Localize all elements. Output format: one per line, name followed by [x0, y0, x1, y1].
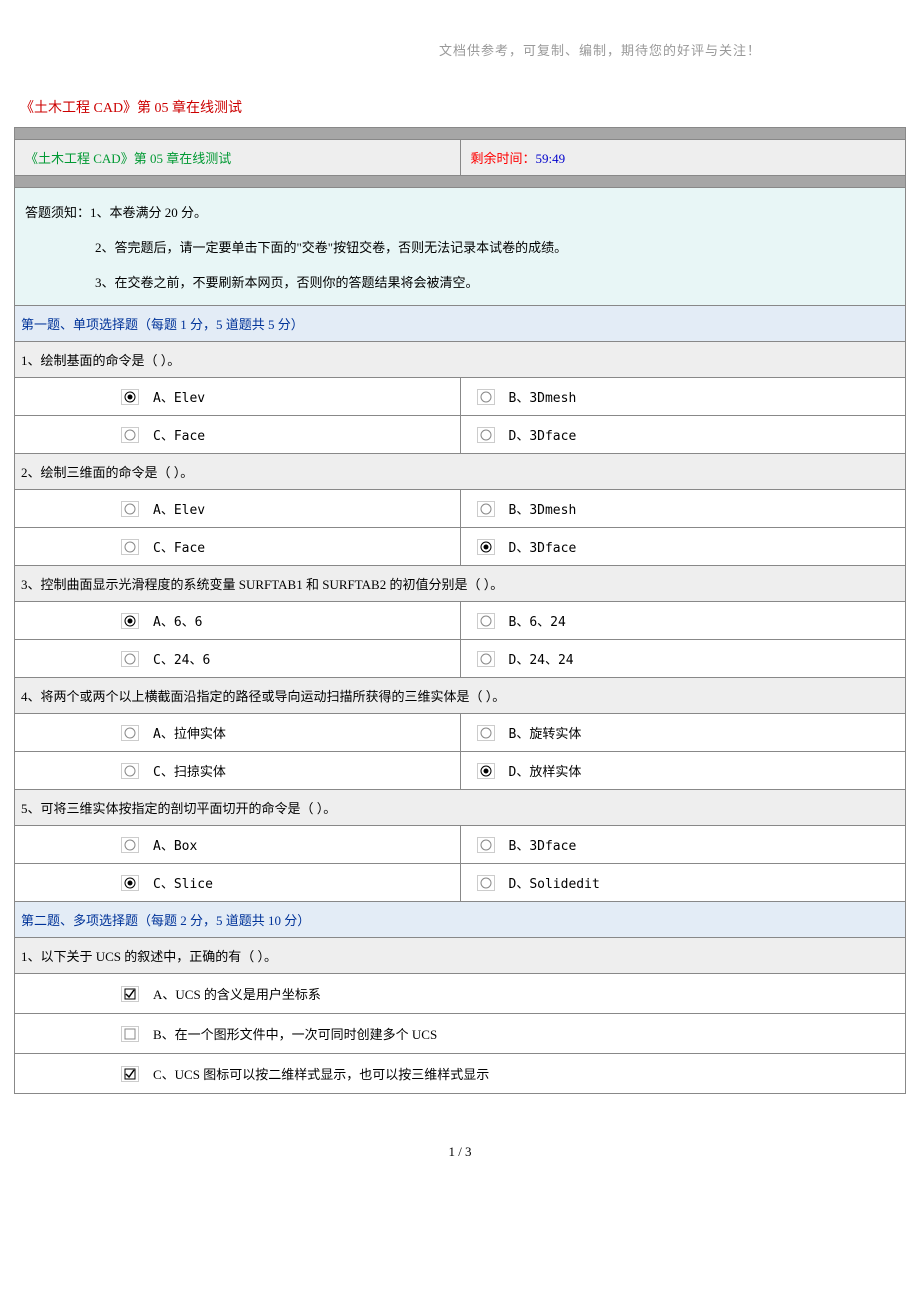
- section-1-header: 第一题、单项选择题（每题 1 分，5 道题共 5 分）: [15, 306, 906, 342]
- q3-option-c: C、24、6: [153, 649, 210, 668]
- q1-option-c: C、Face: [153, 425, 205, 444]
- radio-icon[interactable]: [121, 427, 139, 443]
- q5-option-a: A、Box: [153, 835, 197, 854]
- question-4-text: 4、将两个或两个以上横截面沿指定的路径或导向运动扫描所获得的三维实体是（ ）。: [15, 678, 906, 714]
- checkbox-checked-icon[interactable]: [121, 986, 139, 1002]
- quiz-table: 《土木工程 CAD》第 05 章在线测试 剩余时间：59:49 答题须知：1、本…: [14, 127, 906, 1094]
- radio-icon[interactable]: [121, 651, 139, 667]
- radio-icon[interactable]: [477, 875, 495, 891]
- q1-option-a: A、Elev: [153, 387, 205, 406]
- radio-icon[interactable]: [477, 389, 495, 405]
- q3-option-b: B、6、24: [509, 611, 566, 630]
- checkbox-icon[interactable]: [121, 1026, 139, 1042]
- quiz-title: 《土木工程 CAD》第 05 章在线测试: [25, 151, 231, 166]
- radio-selected-icon[interactable]: [477, 763, 495, 779]
- question-1-text: 1、绘制基面的命令是（ ）。: [15, 342, 906, 378]
- radio-icon[interactable]: [121, 501, 139, 517]
- q2-option-d: D、3Dface: [509, 537, 577, 556]
- radio-selected-icon[interactable]: [477, 539, 495, 555]
- checkbox-checked-icon[interactable]: [121, 1066, 139, 1082]
- radio-icon[interactable]: [121, 539, 139, 555]
- q5-option-b: B、3Dface: [509, 835, 577, 854]
- q5-option-c: C、Slice: [153, 873, 213, 892]
- radio-selected-icon[interactable]: [121, 389, 139, 405]
- page-title: 《土木工程 CAD》第 05 章在线测试: [0, 89, 920, 127]
- time-value: 59:49: [536, 151, 566, 166]
- question-3-text: 3、控制曲面显示光滑程度的系统变量 SURFTAB1 和 SURFTAB2 的初…: [15, 566, 906, 602]
- radio-icon[interactable]: [121, 763, 139, 779]
- instruction-line-2: 2、答完题后，请一定要单击下面的"交卷"按钮交卷，否则无法记录本试卷的成绩。: [25, 237, 895, 256]
- radio-icon[interactable]: [477, 651, 495, 667]
- radio-selected-icon[interactable]: [121, 613, 139, 629]
- instructions: 答题须知：1、本卷满分 20 分。 2、答完题后，请一定要单击下面的"交卷"按钮…: [15, 188, 906, 306]
- q3-option-d: D、24、24: [509, 649, 574, 668]
- instruction-line-3: 3、在交卷之前，不要刷新本网页，否则你的答题结果将会被清空。: [25, 272, 895, 291]
- q4-option-b: B、旋转实体: [509, 723, 582, 742]
- q4-option-a: A、拉伸实体: [153, 723, 226, 742]
- radio-icon[interactable]: [121, 725, 139, 741]
- question-5-text: 5、可将三维实体按指定的剖切平面切开的命令是（ ）。: [15, 790, 906, 826]
- mq1-option-b: B、在一个图形文件中，一次可同时创建多个 UCS: [153, 1024, 437, 1043]
- q2-option-c: C、Face: [153, 537, 205, 556]
- q2-option-a: A、Elev: [153, 499, 205, 518]
- q4-option-d: D、放样实体: [509, 761, 582, 780]
- radio-icon[interactable]: [477, 837, 495, 853]
- q3-option-a: A、6、6: [153, 611, 202, 630]
- q2-option-b: B、3Dmesh: [509, 499, 577, 518]
- q5-option-d: D、Solidedit: [509, 873, 600, 892]
- mq1-option-a: A、UCS 的含义是用户坐标系: [153, 984, 321, 1003]
- mquestion-1-text: 1、以下关于 UCS 的叙述中，正确的有（ ）。: [15, 938, 906, 974]
- mq1-option-c: C、UCS 图标可以按二维样式显示，也可以按三维样式显示: [153, 1064, 489, 1083]
- radio-icon[interactable]: [121, 837, 139, 853]
- q1-option-d: D、3Dface: [509, 425, 577, 444]
- question-2-text: 2、绘制三维面的命令是（ ）。: [15, 454, 906, 490]
- radio-selected-icon[interactable]: [121, 875, 139, 891]
- radio-icon[interactable]: [477, 501, 495, 517]
- radio-icon[interactable]: [477, 427, 495, 443]
- q4-option-c: C、扫掠实体: [153, 761, 226, 780]
- q1-option-b: B、3Dmesh: [509, 387, 577, 406]
- instruction-line-1: 答题须知：1、本卷满分 20 分。: [25, 202, 895, 221]
- time-label: 剩余时间：: [471, 151, 536, 166]
- page-footer: 1 / 3: [0, 1094, 920, 1180]
- radio-icon[interactable]: [477, 613, 495, 629]
- section-2-header: 第二题、多项选择题（每题 2 分，5 道题共 10 分）: [15, 902, 906, 938]
- header-note: 文档供参考，可复制、编制，期待您的好评与关注！: [0, 0, 920, 89]
- radio-icon[interactable]: [477, 725, 495, 741]
